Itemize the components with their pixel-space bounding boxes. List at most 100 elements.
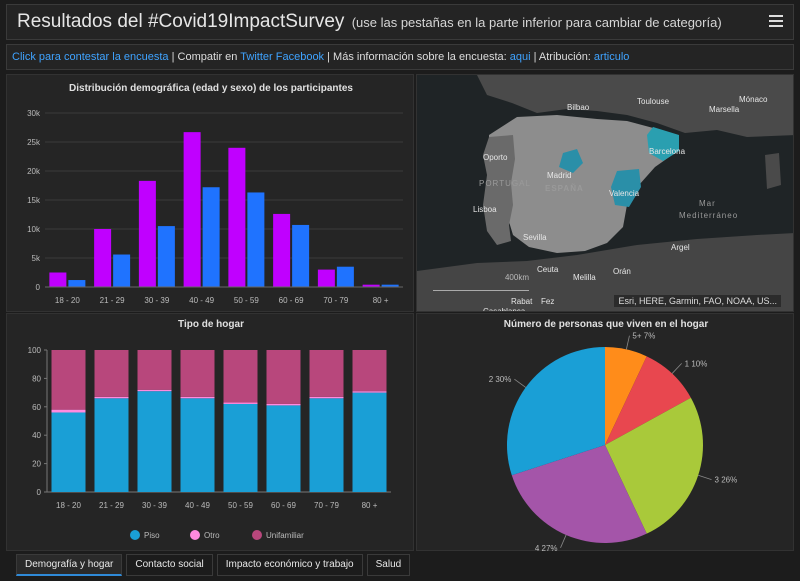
pie-label: 2 30% <box>489 375 512 384</box>
household-type-panel: Tipo de hogar 0 20 40 60 80 100 18 - 20 21 - 29… <box>6 313 414 551</box>
legend-swatch <box>190 530 200 540</box>
map-region-valencia <box>611 169 641 207</box>
share-text: | Compatir en <box>168 51 241 63</box>
info-bar: Click para contestar la encuesta | Compa… <box>6 44 794 70</box>
map-label: Rabat <box>511 297 533 306</box>
map-label: Marsella <box>709 105 740 114</box>
bar <box>292 224 310 287</box>
tab-impacto-economico[interactable]: Impacto económico y trabajo <box>216 554 363 576</box>
legend-swatch <box>130 530 140 540</box>
map-label: Melilla <box>573 273 596 282</box>
household-size-pie-chart: Número de personas que viven en el hogar… <box>489 319 738 553</box>
stacked-bar-segment <box>309 398 344 492</box>
x-tick-label: 21 - 29 <box>99 501 124 510</box>
bar <box>273 213 291 287</box>
stacked-bar-segment <box>94 396 129 399</box>
map-scale: 400km <box>433 273 529 291</box>
x-tick-label: 80 + <box>373 296 389 305</box>
category-tabs: Demografía y hogar Contacto social Impac… <box>16 554 411 576</box>
bar <box>183 132 201 287</box>
article-link[interactable]: articulo <box>593 51 630 63</box>
stacked-bar-segment <box>51 350 86 410</box>
x-tick-label: 30 - 39 <box>144 296 169 305</box>
map-panel[interactable]: Toulouse Mónaco Bilbao Marsella Oporto Barcel… <box>416 74 794 312</box>
stacked-bar-segment <box>137 389 172 392</box>
x-tick-label: 50 - 59 <box>234 296 259 305</box>
y-tick-label: 25k <box>27 138 41 147</box>
stacked-bar-segment <box>266 405 301 492</box>
attribution-text: | Atribución: <box>530 51 594 63</box>
legend-label: Unifamiliar <box>266 531 304 540</box>
stacked-bar-segment <box>94 350 129 397</box>
map-label: ESPAÑA <box>545 184 584 193</box>
bar <box>202 187 220 287</box>
title-main: Resultados del #Covid19ImpactSurvey <box>17 11 345 32</box>
stacked-bar-segment <box>223 402 258 404</box>
answer-survey-link[interactable]: Click para contestar la encuesta <box>12 51 169 63</box>
map-label: Lisboa <box>473 205 497 214</box>
twitter-link[interactable]: Twitter <box>240 51 273 63</box>
stacked-bar-segment <box>309 396 344 399</box>
y-tick-label: 5k <box>32 254 41 263</box>
map-scale-label: 400km <box>504 273 529 282</box>
map-label: PORTUGAL <box>479 179 531 188</box>
demographic-chart-panel: Distribución demográfica (edad y sexo) d… <box>6 74 414 312</box>
stacked-bar-segment <box>352 392 387 492</box>
legend-label: Otro <box>204 531 220 540</box>
bar <box>247 192 265 287</box>
pie-label: 1 10% <box>685 359 708 368</box>
map-label: Sevilla <box>523 233 547 242</box>
chart-title: Número de personas que viven en el hogar <box>504 319 709 330</box>
map-region-catalonia <box>647 127 679 161</box>
pie-leader-line <box>625 335 630 350</box>
bar <box>49 272 67 287</box>
spain-map[interactable] <box>417 75 794 312</box>
y-tick-label: 20 <box>32 460 41 469</box>
map-attribution: Esri, HERE, Garmin, FAO, NOAA, US... <box>614 295 781 307</box>
household-type-chart: Tipo de hogar 0 20 40 60 80 100 18 - 20 21 - 29… <box>28 319 391 540</box>
map-label: Oporto <box>483 153 508 162</box>
chart-title: Distribución demográfica (edad y sexo) d… <box>69 83 353 94</box>
stacked-bar-segment <box>137 391 172 492</box>
more-info-link[interactable]: aqui <box>509 51 531 63</box>
tab-demografia[interactable]: Demografía y hogar <box>16 554 123 576</box>
tab-contacto-social[interactable]: Contacto social <box>126 554 213 576</box>
y-tick-label: 15k <box>27 196 41 205</box>
map-spain <box>489 115 679 253</box>
map-label: Mediterráneo <box>679 211 739 220</box>
hamburger-menu-icon[interactable] <box>769 15 783 29</box>
chart-title: Tipo de hogar <box>178 319 244 330</box>
stacked-bar-segment <box>352 350 387 392</box>
pie-slice <box>605 356 691 445</box>
map-label: Valencia <box>609 189 640 198</box>
map-label: Argel <box>671 243 690 252</box>
map-label: Madrid <box>547 171 572 180</box>
pie-slice <box>507 347 605 476</box>
x-tick-label: 50 - 59 <box>228 501 253 510</box>
x-tick-label: 21 - 29 <box>100 296 125 305</box>
tab-salud[interactable]: Salud <box>366 554 411 576</box>
title-subtitle: (use las pestañas en la parte inferior p… <box>351 15 722 30</box>
facebook-link[interactable]: Facebook <box>275 51 325 63</box>
stacked-bar-segment <box>309 350 344 397</box>
y-tick-label: 100 <box>28 346 42 355</box>
bar <box>157 226 175 287</box>
y-tick-label: 10k <box>27 225 41 234</box>
x-tick-label: 40 - 49 <box>189 296 214 305</box>
x-tick-label: 60 - 69 <box>279 296 304 305</box>
stacked-bar-segment <box>180 398 215 492</box>
pie-slice <box>605 347 647 445</box>
legend-swatch <box>252 530 262 540</box>
map-label: Orán <box>613 267 631 276</box>
pie-label: 5+ 7% <box>632 332 655 341</box>
x-tick-label: 40 - 49 <box>185 501 210 510</box>
stacked-bar-segment <box>266 403 301 406</box>
map-label: Mar <box>699 199 716 208</box>
bar <box>362 284 380 287</box>
stacked-bar-segment <box>51 409 86 413</box>
bar <box>228 147 246 287</box>
more-info-text: | Más información sobre la encuesta: <box>324 51 510 63</box>
bar <box>336 266 354 287</box>
x-tick-label: 18 - 20 <box>56 501 81 510</box>
legend-label: Piso <box>144 531 160 540</box>
